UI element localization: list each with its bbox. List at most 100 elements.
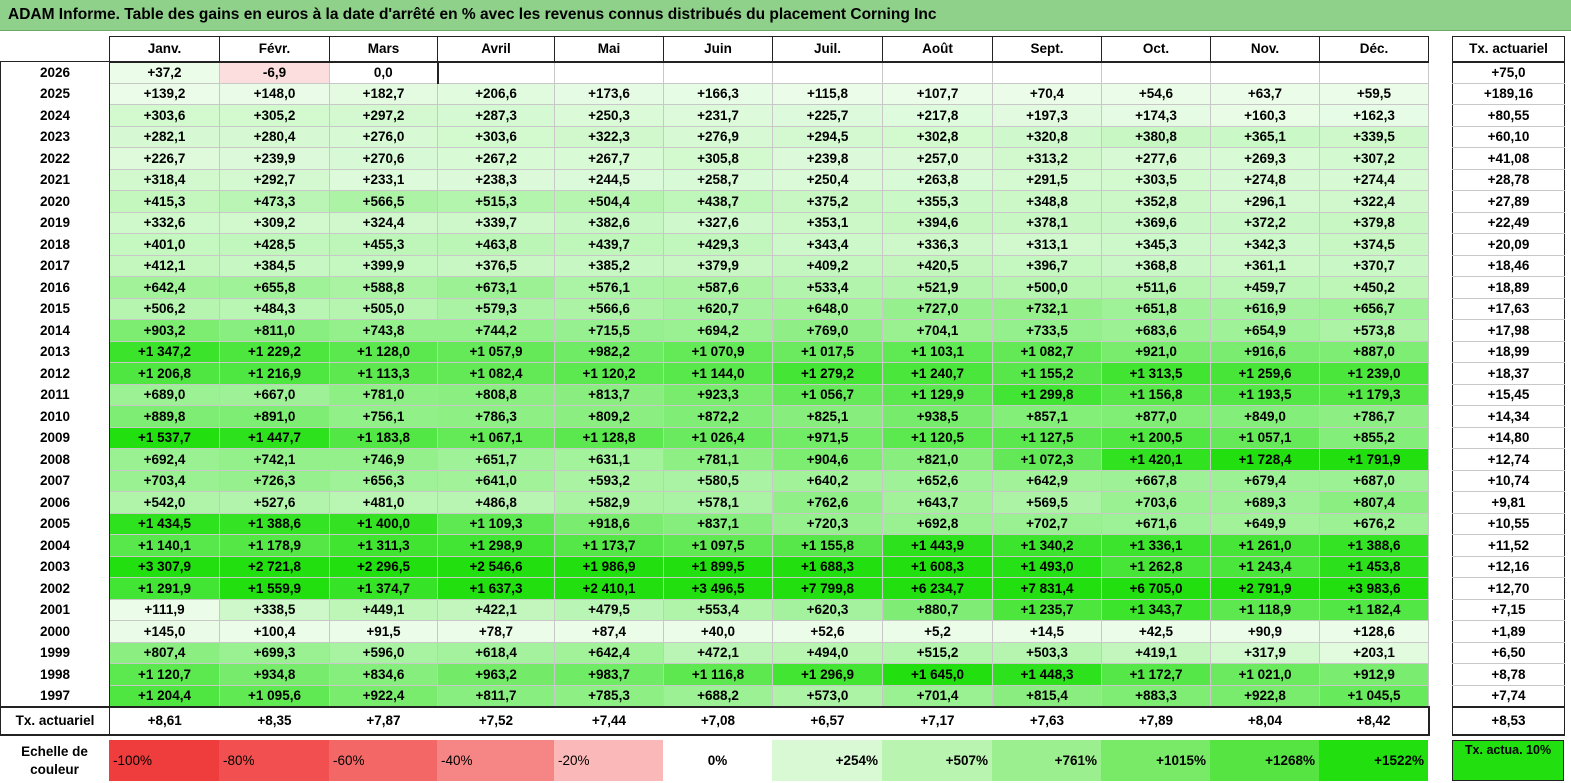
table-cell: +174,3 bbox=[1101, 104, 1211, 127]
table-cell: +649,9 bbox=[1210, 512, 1320, 535]
table-cell: +912,9 bbox=[1319, 663, 1429, 686]
table-cell: +1 608,3 bbox=[882, 555, 993, 578]
table-cell: +1 120,2 bbox=[554, 362, 664, 385]
table-cell: +1 311,3 bbox=[329, 534, 438, 557]
table-row: 2024 +303,6 +305,2 +297,2 +287,3 +250,3 +231,7… bbox=[0, 104, 1429, 127]
table-cell: +267,2 bbox=[437, 147, 555, 170]
table-cell: +786,3 bbox=[437, 405, 555, 428]
table-cell: +6 234,7 bbox=[882, 577, 993, 600]
table-cell: +687,0 bbox=[1319, 469, 1429, 492]
table-cell: +338,5 bbox=[219, 598, 330, 621]
month-header: Août bbox=[882, 36, 993, 62]
table-cell: +702,7 bbox=[992, 512, 1102, 535]
footer-cell: +8,35 bbox=[219, 705, 330, 736]
table-cell: +521,9 bbox=[882, 276, 993, 299]
table-row: 2000 +145,0 +100,4 +91,5 +78,7 +87,4 +40,0 +52,… bbox=[0, 620, 1429, 643]
table-cell: +303,6 bbox=[437, 125, 555, 148]
actuarial-rate: +15,45 bbox=[1452, 383, 1565, 406]
table-cell: +596,0 bbox=[329, 641, 438, 664]
actuarial-rate: +12,16 bbox=[1452, 555, 1565, 578]
table-cell: +703,6 bbox=[1101, 491, 1211, 514]
table-cell: +642,9 bbox=[992, 469, 1102, 492]
table-cell: +1 336,1 bbox=[1101, 534, 1211, 557]
table-cell: +1 493,0 bbox=[992, 555, 1102, 578]
table-cell: +573,8 bbox=[1319, 319, 1429, 342]
actuarial-total: +8,53 bbox=[1452, 705, 1565, 736]
year-label: 2007 bbox=[0, 470, 110, 492]
table-cell: +318,4 bbox=[109, 168, 220, 191]
month-header: Juil. bbox=[772, 36, 883, 62]
table-cell: +238,3 bbox=[437, 168, 555, 191]
table-cell: +40,0 bbox=[663, 620, 773, 643]
table-cell: +87,4 bbox=[554, 620, 664, 643]
table-cell: +90,9 bbox=[1210, 620, 1320, 643]
table-cell: +276,0 bbox=[329, 125, 438, 148]
table-cell: +769,0 bbox=[772, 319, 883, 342]
table-cell: +1 291,9 bbox=[109, 577, 220, 600]
table-cell: +727,0 bbox=[882, 297, 993, 320]
table-cell: +916,6 bbox=[1210, 340, 1320, 363]
table-cell: +481,0 bbox=[329, 491, 438, 514]
table-cell: +703,4 bbox=[109, 469, 220, 492]
table-cell: +887,0 bbox=[1319, 340, 1429, 363]
table-cell: +652,6 bbox=[882, 469, 993, 492]
table-cell: +353,1 bbox=[772, 211, 883, 234]
table-cell: +982,2 bbox=[554, 340, 664, 363]
year-label: 2009 bbox=[0, 427, 110, 449]
legend-swatch: -60% bbox=[329, 740, 437, 781]
table-cell: +642,4 bbox=[554, 641, 664, 664]
table-cell: +378,1 bbox=[992, 211, 1102, 234]
actuarial-row: +22,49 bbox=[1452, 211, 1565, 234]
table-cell: +566,6 bbox=[554, 297, 664, 320]
table-cell: +379,8 bbox=[1319, 211, 1429, 234]
actuarial-row: +8,78 bbox=[1452, 663, 1565, 686]
table-cell: +655,8 bbox=[219, 276, 330, 299]
table-cell: +370,7 bbox=[1319, 254, 1429, 277]
table-cell: +372,2 bbox=[1210, 211, 1320, 234]
table-cell: +231,7 bbox=[663, 104, 773, 127]
actuarial-rate: +22,49 bbox=[1452, 211, 1565, 234]
footer-cell: +8,61 bbox=[109, 705, 220, 736]
table-cell: +494,0 bbox=[772, 641, 883, 664]
table-cell: +1 298,9 bbox=[437, 534, 555, 557]
month-header: Mai bbox=[554, 36, 664, 62]
table-cell: +282,1 bbox=[109, 125, 220, 148]
table-cell: +2 410,1 bbox=[554, 577, 664, 600]
table-cell: +1 420,1 bbox=[1101, 448, 1211, 471]
legend-swatch: -40% bbox=[437, 740, 554, 781]
table-cell: +1 537,7 bbox=[109, 426, 220, 449]
table-cell: +484,3 bbox=[219, 297, 330, 320]
table-cell: +322,3 bbox=[554, 125, 664, 148]
table-row: 2014 +903,2 +811,0 +743,8 +744,2 +715,5 +694,2… bbox=[0, 319, 1429, 342]
table-cell: +883,3 bbox=[1101, 684, 1211, 707]
table-cell: +160,3 bbox=[1210, 104, 1320, 127]
table-cell: +582,9 bbox=[554, 491, 664, 514]
table-cell: +269,3 bbox=[1210, 147, 1320, 170]
table-cell: +3 496,5 bbox=[663, 577, 773, 600]
table-cell: +280,4 bbox=[219, 125, 330, 148]
legend-swatch: -20% bbox=[554, 740, 663, 781]
table-cell: +1 447,7 bbox=[219, 426, 330, 449]
table-cell: +355,3 bbox=[882, 190, 993, 213]
year-label: 2025 bbox=[0, 83, 110, 105]
table-cell: +274,4 bbox=[1319, 168, 1429, 191]
table-cell: +1 026,4 bbox=[663, 426, 773, 449]
table-cell: +303,5 bbox=[1101, 168, 1211, 191]
table-cell: +203,1 bbox=[1319, 641, 1429, 664]
table-cell: +352,8 bbox=[1101, 190, 1211, 213]
table-cell: +380,8 bbox=[1101, 125, 1211, 148]
table-cell: +91,5 bbox=[329, 620, 438, 643]
table-cell: +654,9 bbox=[1210, 319, 1320, 342]
table-cell: +422,1 bbox=[437, 598, 555, 621]
table-cell: +1 313,5 bbox=[1101, 362, 1211, 385]
table-cell: +472,1 bbox=[663, 641, 773, 664]
table-cell: +1 057,1 bbox=[1210, 426, 1320, 449]
actuarial-row: +17,63 bbox=[1452, 297, 1565, 320]
table-cell: +206,6 bbox=[437, 82, 555, 105]
table-cell: +3 983,6 bbox=[1319, 577, 1429, 600]
table-row: 2019 +332,6 +309,2 +324,4 +339,7 +382,6 +327,6… bbox=[0, 211, 1429, 234]
month-header: Sept. bbox=[992, 36, 1102, 62]
table-cell: +162,3 bbox=[1319, 104, 1429, 127]
table-row: 2005 +1 434,5 +1 388,6 +1 400,0 +1 109,3 +918… bbox=[0, 512, 1429, 535]
table-cell: +450,2 bbox=[1319, 276, 1429, 299]
